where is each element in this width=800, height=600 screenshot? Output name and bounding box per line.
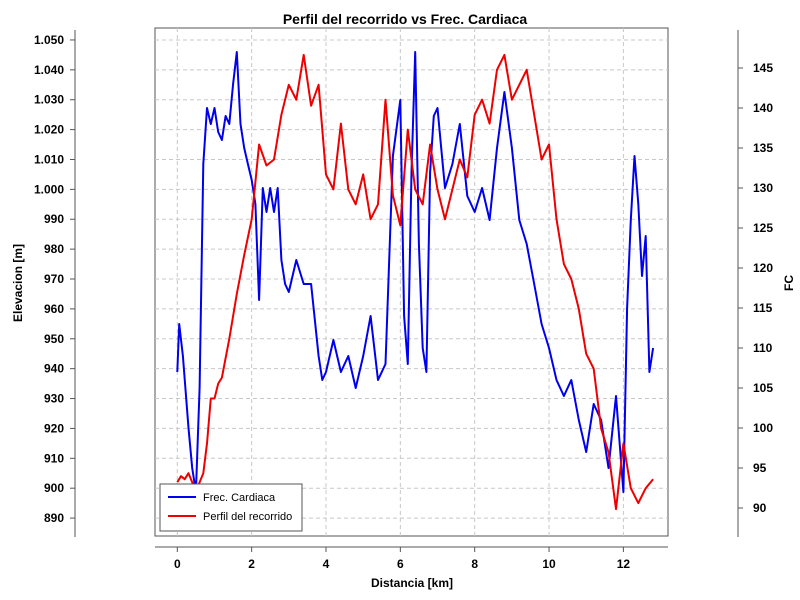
legend: Frec. Cardiaca Perfil del recorrido	[159, 483, 303, 532]
left-tick-label: 940	[44, 362, 64, 376]
left-tick-label: 910	[44, 451, 64, 465]
right-tick-label: 95	[753, 461, 767, 475]
right-tick-label: 110	[753, 341, 773, 355]
x-tick-label: 4	[323, 557, 330, 571]
left-tick-label: 960	[44, 302, 64, 316]
left-tick-label: 1.000	[34, 182, 64, 196]
legend-label-heart-rate: Frec. Cardiaca	[203, 492, 276, 504]
right-axis-label: FC	[782, 275, 796, 291]
x-tick-label: 12	[617, 557, 631, 571]
right-tick-label: 140	[753, 101, 773, 115]
left-tick-label: 900	[44, 481, 64, 495]
right-tick-label: 125	[753, 221, 773, 235]
x-axis: 0 2 4 6 8 10 12	[174, 547, 630, 571]
plot-frame	[154, 27, 669, 537]
x-axis-label: Distancia [km]	[371, 576, 453, 590]
right-tick-label: 135	[753, 141, 773, 155]
left-tick-label: 920	[44, 421, 64, 435]
right-tick-label: 100	[753, 421, 773, 435]
heart-rate-line	[176, 51, 655, 493]
right-axis: 90 95 100 105 110 115 120 125 130 135 140 145	[738, 61, 773, 515]
right-tick-label: 145	[753, 61, 773, 75]
left-tick-label: 1.050	[34, 33, 64, 47]
right-tick-label: 90	[753, 501, 767, 515]
left-tick-label: 990	[44, 212, 64, 226]
right-tick-label: 115	[753, 301, 773, 315]
left-tick-label: 1.020	[34, 123, 64, 137]
left-tick-label: 930	[44, 392, 64, 406]
left-axis-label: Elevacion [m]	[11, 244, 25, 322]
x-tick-label: 6	[397, 557, 404, 571]
left-tick-label: 970	[44, 272, 64, 286]
right-tick-label: 130	[753, 181, 773, 195]
x-tick-label: 8	[471, 557, 478, 571]
left-tick-label: 980	[44, 242, 64, 256]
elevation-profile-line	[176, 53, 654, 511]
legend-box	[159, 483, 303, 532]
right-tick-label: 105	[753, 381, 773, 395]
x-tick-label: 2	[248, 557, 255, 571]
left-tick-label: 890	[44, 511, 64, 525]
left-axis: 890 900 910 920 930 940 950 960 970 980 990 1.000 1.…	[34, 33, 75, 525]
legend-label-profile: Perfil del recorrido	[203, 511, 292, 523]
chart-title: Perfil del recorrido vs Frec. Cardiaca	[283, 11, 528, 27]
series-layer	[176, 51, 655, 511]
right-tick-label: 120	[753, 261, 773, 275]
left-tick-label: 1.030	[34, 93, 64, 107]
x-tick-label: 0	[174, 557, 181, 571]
x-tick-label: 10	[542, 557, 556, 571]
left-tick-label: 1.010	[34, 152, 64, 166]
left-tick-label: 950	[44, 332, 64, 346]
left-tick-label: 1.040	[34, 63, 64, 77]
